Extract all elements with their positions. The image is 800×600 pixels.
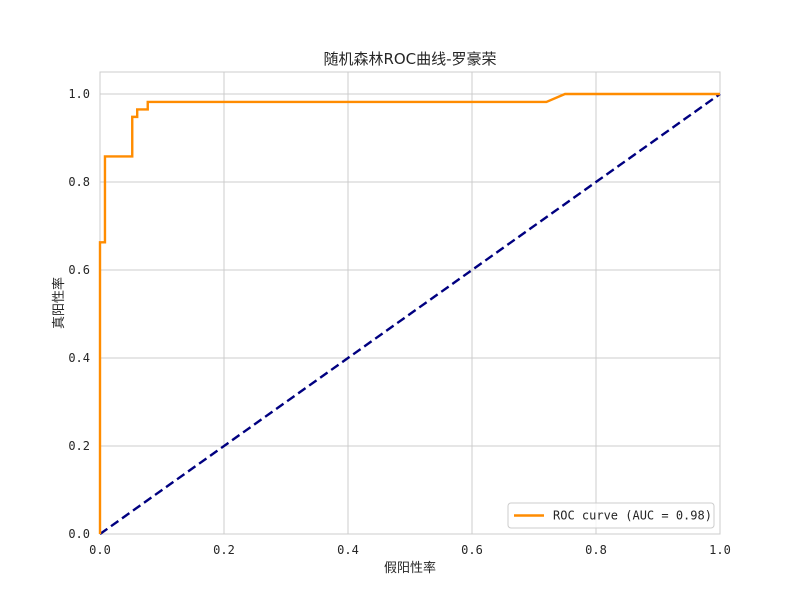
x-tick-label: 0.6 [461, 543, 483, 557]
x-axis-label: 假阳性率 [384, 560, 436, 576]
chart-title: 随机森林ROC曲线-罗豪荣 [323, 50, 496, 68]
legend: ROC curve (AUC = 0.98) [507, 502, 715, 529]
y-axis-label: 真阳性率 [51, 277, 67, 329]
legend-label-roc: ROC curve (AUC = 0.98) [553, 509, 712, 523]
y-tick-label: 0.0 [68, 527, 90, 541]
x-tick-label: 0.8 [585, 543, 607, 557]
y-tick-label: 0.4 [68, 351, 90, 365]
roc-curve-line [98, 92, 720, 534]
legend-frame [507, 502, 715, 529]
y-tick-label: 0.6 [68, 263, 90, 277]
series-layer [98, 92, 721, 535]
random-guess-diagonal [99, 93, 721, 535]
x-tick-label: 0.0 [89, 543, 111, 557]
y-tick-label: 0.2 [68, 439, 90, 453]
plot-area [99, 71, 721, 535]
x-tick-label: 1.0 [709, 543, 731, 557]
y-tick-label: 1.0 [68, 87, 90, 101]
x-tick-label: 0.4 [337, 543, 359, 557]
grid [99, 72, 721, 535]
x-tick-label: 0.2 [213, 543, 235, 557]
ticks: 0.0 0.2 0.4 0.6 0.8 1.0 0.0 0.2 0.4 0.6 0.8 1.0 [68, 87, 731, 557]
y-tick-label: 0.8 [68, 175, 90, 189]
